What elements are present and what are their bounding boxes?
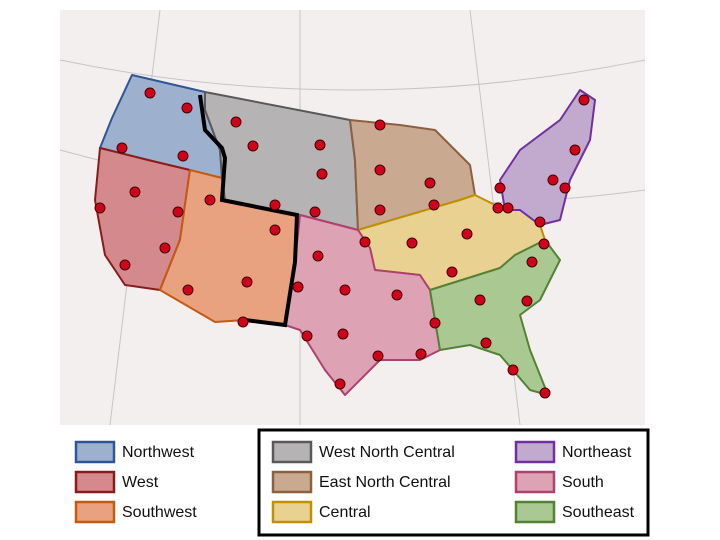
- station-dot: [461, 228, 473, 240]
- station-dot: [547, 174, 559, 186]
- station-dot: [494, 182, 506, 194]
- station-dot: [314, 139, 326, 151]
- legend-swatch: [514, 500, 556, 524]
- legend-label: East North Central: [319, 474, 451, 491]
- boundary-line: [198, 94, 300, 328]
- region: [499, 89, 596, 226]
- station-dot: [359, 236, 371, 248]
- regions: [94, 74, 596, 396]
- station-dot: [507, 364, 519, 376]
- legend-label: Northeast: [562, 444, 632, 461]
- station-dot: [446, 266, 458, 278]
- station-dot: [334, 378, 346, 390]
- station-dot: [578, 94, 590, 106]
- station-dot: [429, 317, 441, 329]
- legend-swatch: [74, 500, 116, 524]
- station-dot: [159, 242, 171, 254]
- legend: Northwest West Southwest West North Central…: [74, 440, 635, 524]
- station-dot: [526, 256, 538, 268]
- station-dot: [391, 289, 403, 301]
- station-dot: [292, 281, 304, 293]
- station-dot: [339, 284, 351, 296]
- legend-swatch: [271, 470, 313, 494]
- legend-label: Northwest: [122, 444, 195, 461]
- station-dot: [301, 330, 313, 342]
- station-dot: [521, 295, 533, 307]
- station-dot: [480, 337, 492, 349]
- legend-swatch: [74, 440, 116, 464]
- station-dot: [316, 168, 328, 180]
- station-dot: [172, 206, 184, 218]
- station-dot: [241, 276, 253, 288]
- station-dot: [177, 150, 189, 162]
- station-dot: [492, 202, 504, 214]
- legend-label: South: [562, 474, 604, 491]
- legend-label: Central: [319, 504, 371, 521]
- station-dot: [247, 140, 259, 152]
- station-dot: [534, 216, 546, 228]
- station-dot: [269, 224, 281, 236]
- station-dot: [119, 259, 131, 271]
- station-dot: [337, 328, 349, 340]
- station-dot: [372, 350, 384, 362]
- station-dot: [312, 250, 324, 262]
- station-dot: [428, 199, 440, 211]
- station-dot: [144, 87, 156, 99]
- graticule-line: [59, 59, 646, 91]
- station-dot: [94, 202, 106, 214]
- legend-label: Southwest: [122, 504, 197, 521]
- station-dot: [181, 102, 193, 114]
- legend-swatch: [271, 440, 313, 464]
- legend-label: West North Central: [319, 444, 455, 461]
- legend-swatch: [514, 440, 556, 464]
- station-dot: [230, 116, 242, 128]
- station-dot: [116, 142, 128, 154]
- station-dot: [269, 199, 281, 211]
- legend-swatch: [514, 470, 556, 494]
- station-dot: [237, 316, 249, 328]
- station-dot: [374, 204, 386, 216]
- station-dot: [182, 284, 194, 296]
- highlight-box: [257, 428, 650, 537]
- station-dot: [569, 144, 581, 156]
- station-dot: [559, 182, 571, 194]
- station-dot: [374, 164, 386, 176]
- station-dot: [539, 387, 551, 399]
- legend-label: West: [122, 474, 159, 491]
- station-dot: [129, 186, 141, 198]
- station-dot: [374, 119, 386, 131]
- station-dot: [502, 202, 514, 214]
- station-dot: [415, 348, 427, 360]
- station-dot: [204, 194, 216, 206]
- station-dot: [474, 294, 486, 306]
- stations: [94, 87, 590, 399]
- station-dot: [538, 238, 550, 250]
- region: [284, 214, 441, 396]
- station-dot: [406, 237, 418, 249]
- legend-label: Southeast: [562, 504, 635, 521]
- legend-swatch: [74, 470, 116, 494]
- station-dot: [424, 177, 436, 189]
- legend-swatch: [271, 500, 313, 524]
- region: [429, 239, 561, 396]
- station-dot: [309, 206, 321, 218]
